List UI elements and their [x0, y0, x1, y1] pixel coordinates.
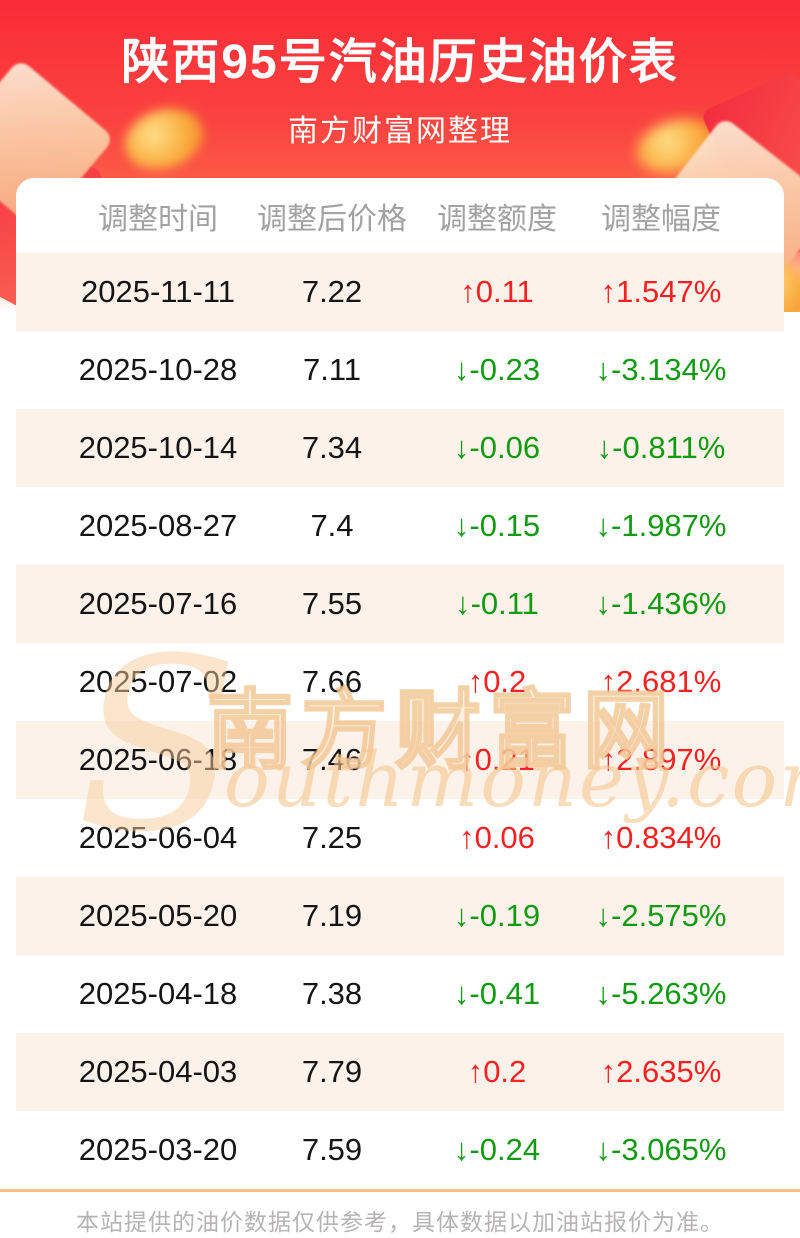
page-subtitle: 南方财富网整理 — [288, 115, 512, 148]
cell-price: 7.25 — [301, 820, 363, 855]
table-header-row: 调整时间 调整后价格 调整额度 调整幅度 — [16, 178, 784, 253]
cell-price: 7.11 — [302, 352, 362, 387]
cell-date: 2025-07-02 — [78, 664, 238, 699]
cell-amount: ↓-0.23 — [453, 352, 541, 387]
cell-rate: ↓-5.263% — [595, 976, 727, 1011]
cell-price: 7.34 — [301, 430, 363, 465]
table-row: 2025-06-18 7.46 ↑0.21 ↑2.897% — [16, 721, 784, 799]
table-row: 2025-07-02 7.66 ↑0.2 ↑2.681% — [16, 643, 784, 721]
table-row: 2025-04-03 7.79 ↑0.2 ↑2.635% — [16, 1033, 784, 1111]
cell-amount: ↑0.06 — [459, 820, 535, 855]
table-body: 2025-11-11 7.22 ↑0.11 ↑1.547% 2025-10-28 7.11… — [16, 253, 784, 1189]
footer-disclaimer: 本站提供的油价数据仅供参考，具体数据以加油站报价为准。 — [76, 1209, 724, 1235]
column-header-price: 调整后价格 — [257, 202, 407, 236]
cell-date: 2025-03-20 — [78, 1132, 238, 1167]
cell-amount: ↑0.2 — [467, 1054, 527, 1089]
price-table: 调整时间 调整后价格 调整额度 调整幅度 2025-11-11 7.22 ↑0.11… — [16, 178, 784, 1189]
cell-rate: ↑2.635% — [600, 1054, 722, 1089]
cell-price: 7.19 — [301, 898, 363, 933]
table-row: 2025-05-20 7.19 ↓-0.19 ↓-2.575% — [16, 877, 784, 955]
table-row: 2025-10-28 7.11 ↓-0.23 ↓-3.134% — [16, 331, 784, 409]
column-header-amount: 调整额度 — [437, 202, 557, 236]
cell-amount: ↓-0.11 — [455, 586, 539, 621]
cell-rate: ↑1.547% — [600, 274, 722, 309]
table-row: 2025-11-11 7.22 ↑0.11 ↑1.547% — [16, 253, 784, 331]
table-row: 2025-04-18 7.38 ↓-0.41 ↓-5.263% — [16, 955, 784, 1033]
cell-date: 2025-06-04 — [78, 820, 238, 855]
table-row: 2025-06-04 7.25 ↑0.06 ↑0.834% — [16, 799, 784, 877]
cell-price: 7.38 — [301, 976, 363, 1011]
cell-date: 2025-11-11 — [81, 274, 235, 309]
cell-date: 2025-06-18 — [78, 742, 238, 777]
cell-date: 2025-05-20 — [78, 898, 238, 933]
cell-amount: ↓-0.06 — [453, 430, 541, 465]
cell-rate: ↓-0.811% — [596, 430, 726, 465]
cell-rate: ↓-1.987% — [595, 508, 727, 543]
cell-date: 2025-04-03 — [78, 1054, 238, 1089]
footer: 本站提供的油价数据仅供参考，具体数据以加油站报价为准。 — [0, 1189, 800, 1237]
cell-price: 7.66 — [301, 664, 363, 699]
cell-price: 7.79 — [301, 1054, 363, 1089]
cell-price: 7.55 — [301, 586, 363, 621]
cell-price: 7.46 — [301, 742, 363, 777]
cell-date: 2025-10-28 — [78, 352, 238, 387]
table-row: 2025-07-16 7.55 ↓-0.11 ↓-1.436% — [16, 565, 784, 643]
table-row: 2025-10-14 7.34 ↓-0.06 ↓-0.811% — [16, 409, 784, 487]
cell-rate: ↑0.834% — [600, 820, 722, 855]
cell-amount: ↓-0.41 — [453, 976, 541, 1011]
cell-amount: ↓-0.19 — [453, 898, 541, 933]
cell-amount: ↑0.21 — [459, 742, 535, 777]
cell-price: 7.59 — [301, 1132, 363, 1167]
cell-price: 7.22 — [301, 274, 363, 309]
footer-divider — [0, 1189, 800, 1192]
cell-price: 7.4 — [310, 508, 354, 543]
cell-amount: ↑0.11 — [460, 274, 534, 309]
table-row: 2025-08-27 7.4 ↓-0.15 ↓-1.987% — [16, 487, 784, 565]
cell-rate: ↑2.681% — [600, 664, 722, 699]
cell-amount: ↓-0.24 — [453, 1132, 541, 1167]
cell-date: 2025-10-14 — [78, 430, 238, 465]
column-header-rate: 调整幅度 — [601, 202, 721, 236]
table-row: 2025-03-20 7.59 ↓-0.24 ↓-3.065% — [16, 1111, 784, 1189]
cell-date: 2025-08-27 — [78, 508, 238, 543]
page-title: 陕西95号汽油历史油价表 — [121, 36, 679, 89]
cell-amount: ↓-0.15 — [453, 508, 541, 543]
cell-rate: ↓-2.575% — [595, 898, 727, 933]
cell-date: 2025-04-18 — [78, 976, 238, 1011]
cell-rate: ↓-1.436% — [595, 586, 727, 621]
cell-date: 2025-07-16 — [78, 586, 238, 621]
cell-rate: ↑2.897% — [600, 742, 722, 777]
cell-amount: ↑0.2 — [467, 664, 527, 699]
column-header-time: 调整时间 — [98, 202, 218, 236]
cell-rate: ↓-3.134% — [595, 352, 727, 387]
cell-rate: ↓-3.065% — [595, 1132, 727, 1167]
